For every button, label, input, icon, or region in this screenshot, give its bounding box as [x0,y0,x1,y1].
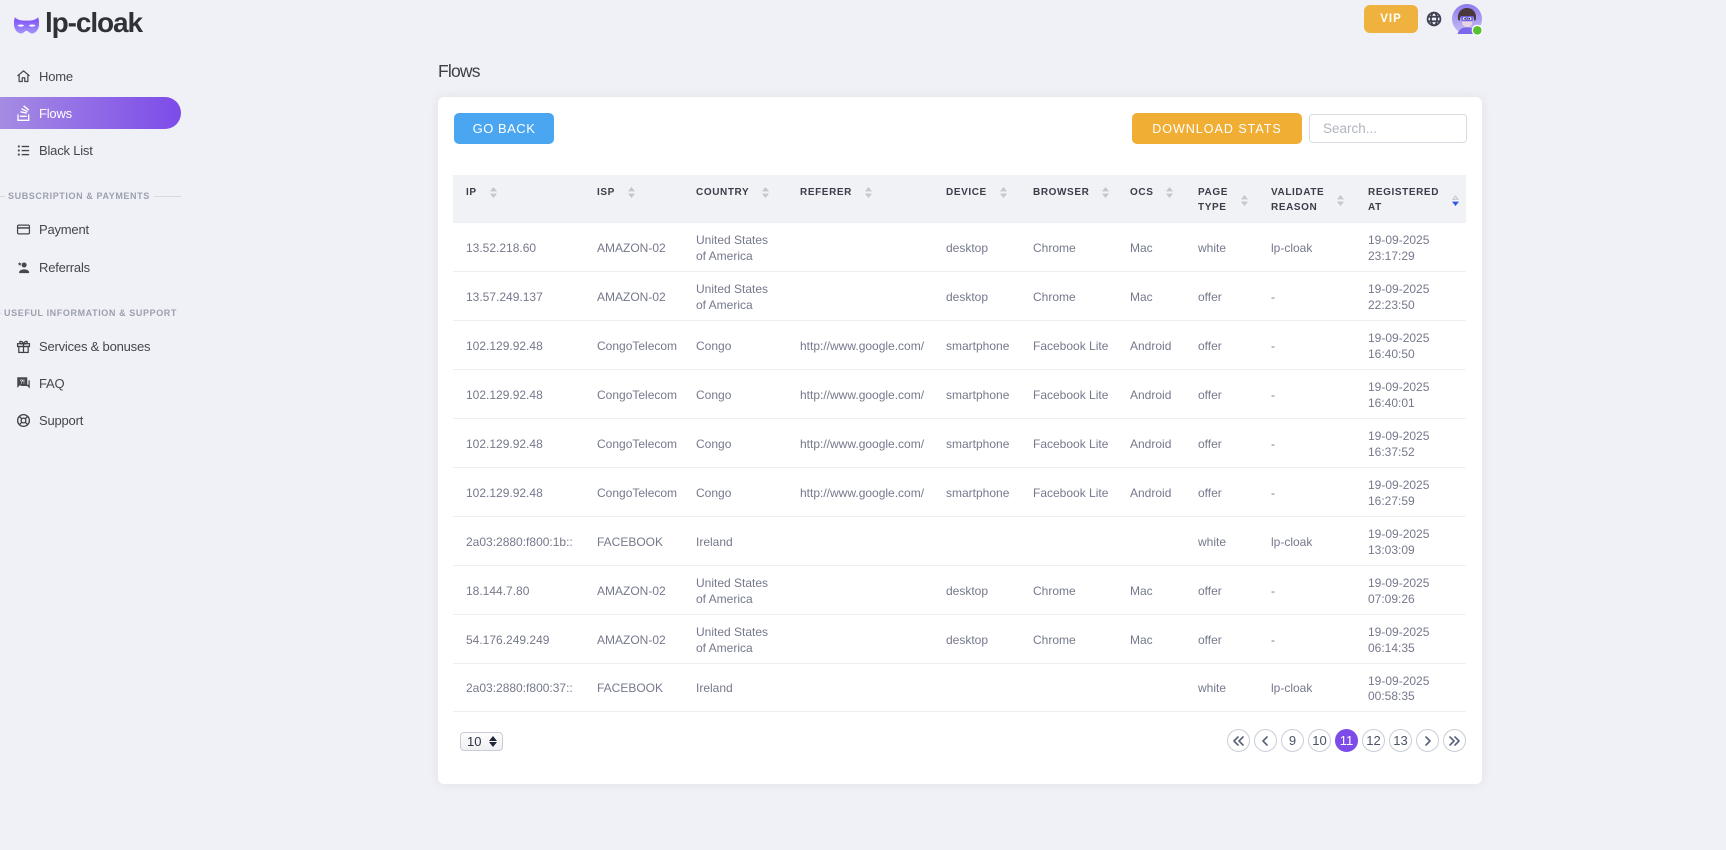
svg-text:?!: ?! [20,379,25,385]
